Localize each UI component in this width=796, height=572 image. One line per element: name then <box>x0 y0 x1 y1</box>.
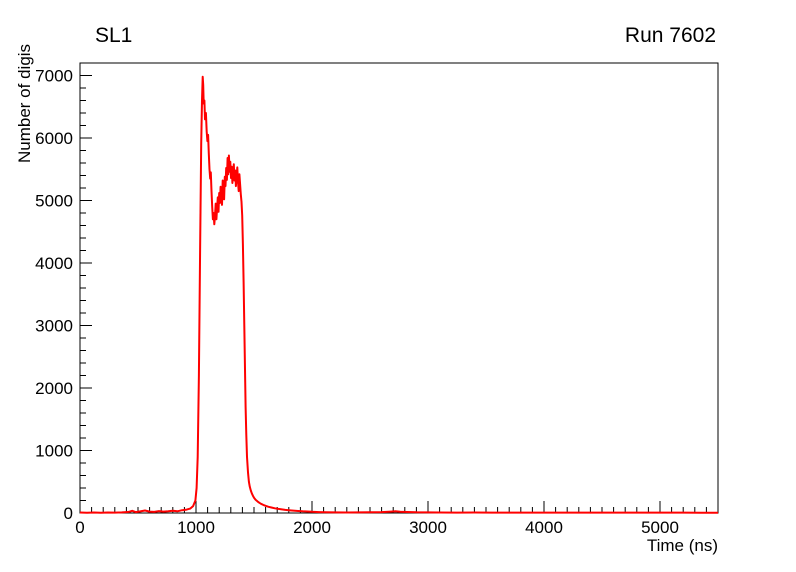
x-tick-label: 5000 <box>641 518 679 537</box>
x-tick-label: 4000 <box>525 518 563 537</box>
histogram-title: SL1 <box>95 24 133 47</box>
y-tick-label: 4000 <box>35 254 73 273</box>
run-number-label: Run 7602 <box>624 24 716 47</box>
histogram-line <box>79 75 718 514</box>
frame-box <box>79 62 719 514</box>
y-tick-label: 3000 <box>35 317 73 336</box>
y-tick-label: 7000 <box>35 67 73 86</box>
y-tick-label: 6000 <box>35 129 73 148</box>
x-axis-title: Time (ns) <box>647 536 718 555</box>
x-tick-label: 2000 <box>293 518 331 537</box>
y-axis-title: Number of digis <box>15 44 34 163</box>
y-tick-label: 2000 <box>35 379 73 398</box>
y-tick-label: 0 <box>64 504 73 523</box>
y-tick-label: 1000 <box>35 442 73 461</box>
x-tick-label: 0 <box>75 518 84 537</box>
x-tick-label: 1000 <box>177 518 215 537</box>
plot-frame: 0 1000 2000 3000 4000 5000 0 1000 2000 3000 4000 50… <box>35 62 719 537</box>
y-tick-label: 5000 <box>35 192 73 211</box>
x-tick-label: 3000 <box>409 518 447 537</box>
